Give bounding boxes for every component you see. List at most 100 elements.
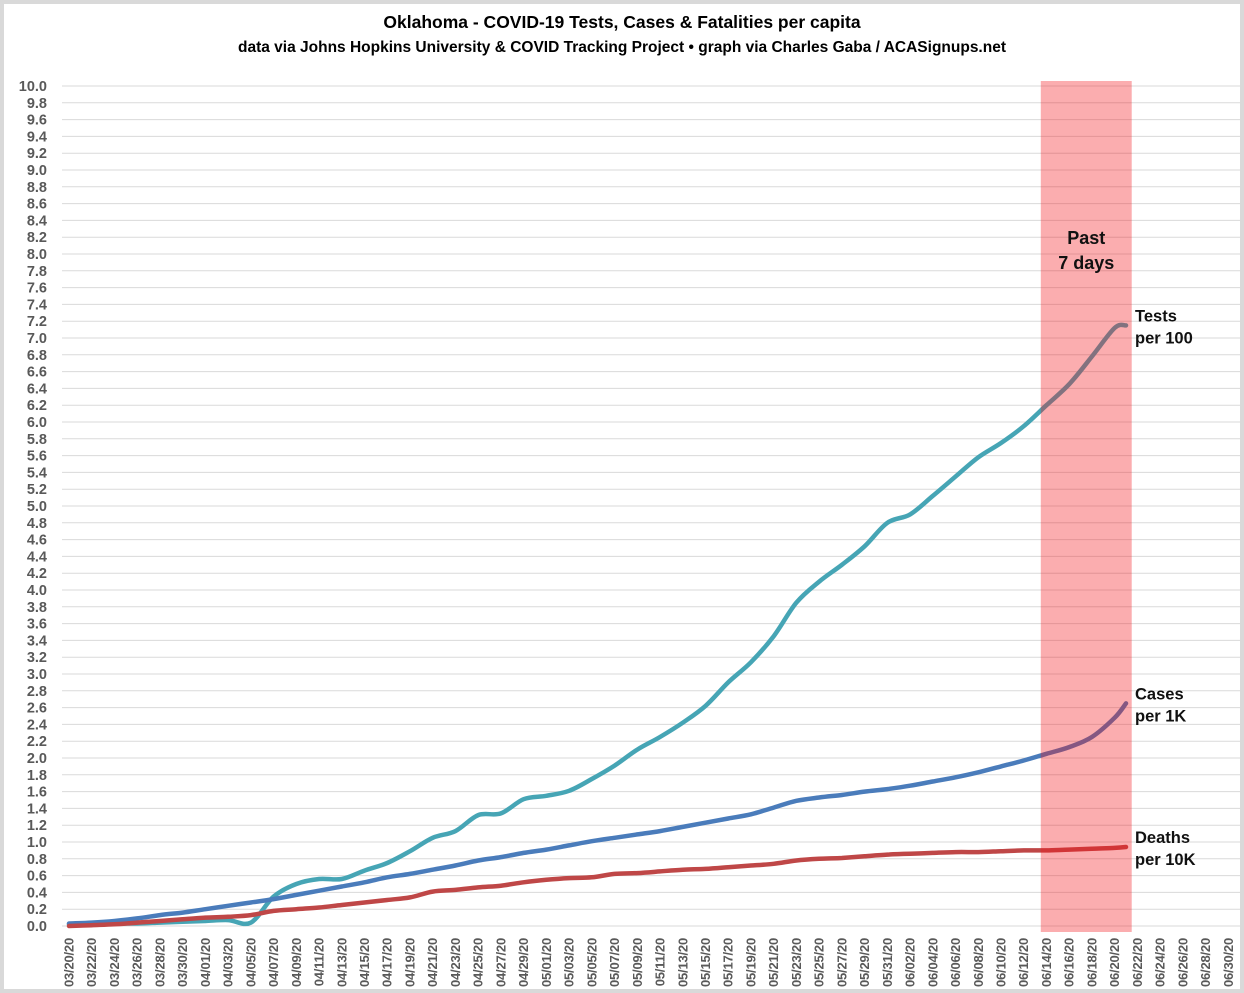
x-tick-label: 05/21/20 bbox=[766, 938, 781, 987]
cases-series-label: Cases bbox=[1135, 685, 1184, 703]
x-axis-labels: 03/20/20 03/22/20 03/24/20 03/26/20 03/28/20… bbox=[62, 938, 1236, 987]
covid-line-chart: 0.00.20.40.60.81.01.21.41.61.82.02.22.42… bbox=[19, 79, 1240, 987]
x-tick-label: 04/27/20 bbox=[493, 938, 508, 987]
x-tick-label: 05/23/20 bbox=[789, 938, 804, 987]
x-tick-label: 05/27/20 bbox=[834, 938, 849, 987]
past-7-days-label-line: 7 days bbox=[1058, 253, 1114, 273]
y-tick-label: 0.6 bbox=[27, 869, 47, 885]
chart-subtitle: data via Johns Hopkins University & COVI… bbox=[238, 39, 1006, 56]
y-tick-label: 5.4 bbox=[27, 465, 47, 481]
x-tick-label: 04/29/20 bbox=[516, 938, 531, 987]
y-tick-label: 6.4 bbox=[27, 381, 47, 397]
deaths-series-label: per 10K bbox=[1135, 851, 1196, 869]
tests-series-label: per 100 bbox=[1135, 329, 1193, 347]
x-tick-label: 03/20/20 bbox=[62, 938, 77, 987]
y-tick-label: 9.8 bbox=[27, 96, 47, 112]
x-tick-label: 06/08/20 bbox=[971, 938, 986, 987]
x-tick-label: 05/25/20 bbox=[812, 938, 827, 987]
y-axis-labels: 0.00.20.40.60.81.01.21.41.61.82.02.22.42… bbox=[19, 79, 47, 935]
x-tick-label: 04/13/20 bbox=[334, 938, 349, 987]
x-tick-label: 06/22/20 bbox=[1130, 938, 1145, 987]
y-tick-label: 7.6 bbox=[27, 281, 47, 297]
page-title: Oklahoma - COVID-19 Tests, Cases & Fatal… bbox=[383, 12, 861, 32]
y-tick-label: 0.2 bbox=[27, 902, 47, 918]
x-tick-label: 05/19/20 bbox=[743, 938, 758, 987]
x-tick-label: 04/17/20 bbox=[380, 938, 395, 987]
deaths-line bbox=[66, 844, 1129, 929]
y-tick-label: 1.0 bbox=[27, 835, 47, 851]
x-tick-label: 06/24/20 bbox=[1153, 938, 1168, 987]
y-tick-label: 8.6 bbox=[27, 197, 47, 213]
x-tick-label: 05/31/20 bbox=[880, 938, 895, 987]
y-gridlines bbox=[62, 85, 1240, 927]
y-tick-label: 9.2 bbox=[27, 146, 47, 162]
y-tick-label: 5.6 bbox=[27, 449, 47, 465]
x-tick-label: 06/20/20 bbox=[1107, 938, 1122, 987]
y-tick-label: 3.0 bbox=[27, 667, 47, 683]
y-tick-label: 9.4 bbox=[27, 129, 47, 145]
x-tick-label: 04/19/20 bbox=[402, 938, 417, 987]
x-tick-label: 04/23/20 bbox=[448, 938, 463, 987]
y-tick-label: 0.4 bbox=[27, 885, 47, 901]
x-tick-label: 04/05/20 bbox=[243, 938, 258, 987]
x-tick-label: 06/26/20 bbox=[1175, 938, 1190, 987]
x-tick-label: 05/01/20 bbox=[539, 938, 554, 987]
x-tick-label: 04/09/20 bbox=[289, 938, 304, 987]
y-tick-label: 2.8 bbox=[27, 684, 47, 700]
y-tick-label: 4.8 bbox=[27, 516, 47, 532]
y-tick-label: 8.8 bbox=[27, 180, 47, 196]
y-tick-label: 9.0 bbox=[27, 163, 47, 179]
x-tick-label: 06/30/20 bbox=[1221, 938, 1236, 987]
y-tick-label: 8.0 bbox=[27, 247, 47, 263]
x-tick-label: 03/30/20 bbox=[175, 938, 190, 987]
x-tick-label: 03/24/20 bbox=[107, 938, 122, 987]
series-end-labels: Tests per 100 Cases per 1K Deaths per 10K bbox=[1135, 307, 1196, 869]
y-tick-label: 7.8 bbox=[27, 264, 47, 280]
y-tick-label: 0.8 bbox=[27, 852, 47, 868]
cases-series-label: per 1K bbox=[1135, 707, 1186, 725]
x-tick-label: 04/25/20 bbox=[471, 938, 486, 987]
y-tick-label: 2.6 bbox=[27, 701, 47, 717]
y-tick-label: 1.2 bbox=[27, 818, 47, 834]
y-tick-label: 2.2 bbox=[27, 734, 47, 750]
x-tick-label: 03/26/20 bbox=[130, 938, 145, 987]
x-tick-label: 06/14/20 bbox=[1039, 938, 1054, 987]
y-tick-label: 4.4 bbox=[27, 549, 47, 565]
past-7-days-label-line: Past bbox=[1067, 228, 1105, 248]
y-tick-label: 6.0 bbox=[27, 415, 47, 431]
x-tick-label: 05/15/20 bbox=[698, 938, 713, 987]
y-tick-label: 1.8 bbox=[27, 768, 47, 784]
tests-line bbox=[66, 322, 1129, 927]
x-tick-label: 06/10/20 bbox=[994, 938, 1009, 987]
x-tick-label: 04/11/20 bbox=[312, 938, 327, 986]
x-tick-label: 05/09/20 bbox=[630, 938, 645, 987]
x-tick-label: 05/29/20 bbox=[857, 938, 872, 987]
x-tick-label: 04/07/20 bbox=[266, 938, 281, 987]
x-tick-label: 06/12/20 bbox=[1016, 938, 1031, 987]
x-tick-label: 05/13/20 bbox=[675, 938, 690, 987]
y-tick-label: 9.6 bbox=[27, 113, 47, 129]
x-tick-label: 04/01/20 bbox=[198, 938, 213, 987]
tests-series-label: Tests bbox=[1135, 307, 1177, 325]
y-tick-label: 5.8 bbox=[27, 432, 47, 448]
y-tick-label: 10.0 bbox=[19, 79, 47, 95]
chart-header: Oklahoma - COVID-19 Tests, Cases & Fatal… bbox=[4, 12, 1240, 57]
y-tick-label: 8.4 bbox=[27, 213, 47, 229]
y-tick-label: 3.4 bbox=[27, 633, 47, 649]
x-tick-label: 06/16/20 bbox=[1062, 938, 1077, 987]
y-tick-label: 5.2 bbox=[27, 482, 47, 498]
x-tick-label: 03/28/20 bbox=[152, 938, 167, 987]
x-tick-label: 05/05/20 bbox=[584, 938, 599, 987]
x-tick-label: 06/06/20 bbox=[948, 938, 963, 987]
y-tick-label: 7.0 bbox=[27, 331, 47, 347]
y-tick-label: 4.6 bbox=[27, 533, 47, 549]
x-tick-label: 04/15/20 bbox=[357, 938, 372, 987]
past-7-days-label: Past 7 days bbox=[1058, 228, 1114, 273]
y-tick-label: 4.2 bbox=[27, 566, 47, 582]
y-tick-label: 7.4 bbox=[27, 297, 47, 313]
deaths-series-label: Deaths bbox=[1135, 829, 1190, 847]
y-tick-label: 3.8 bbox=[27, 600, 47, 616]
y-tick-label: 2.0 bbox=[27, 751, 47, 767]
x-tick-label: 06/28/20 bbox=[1198, 938, 1213, 987]
